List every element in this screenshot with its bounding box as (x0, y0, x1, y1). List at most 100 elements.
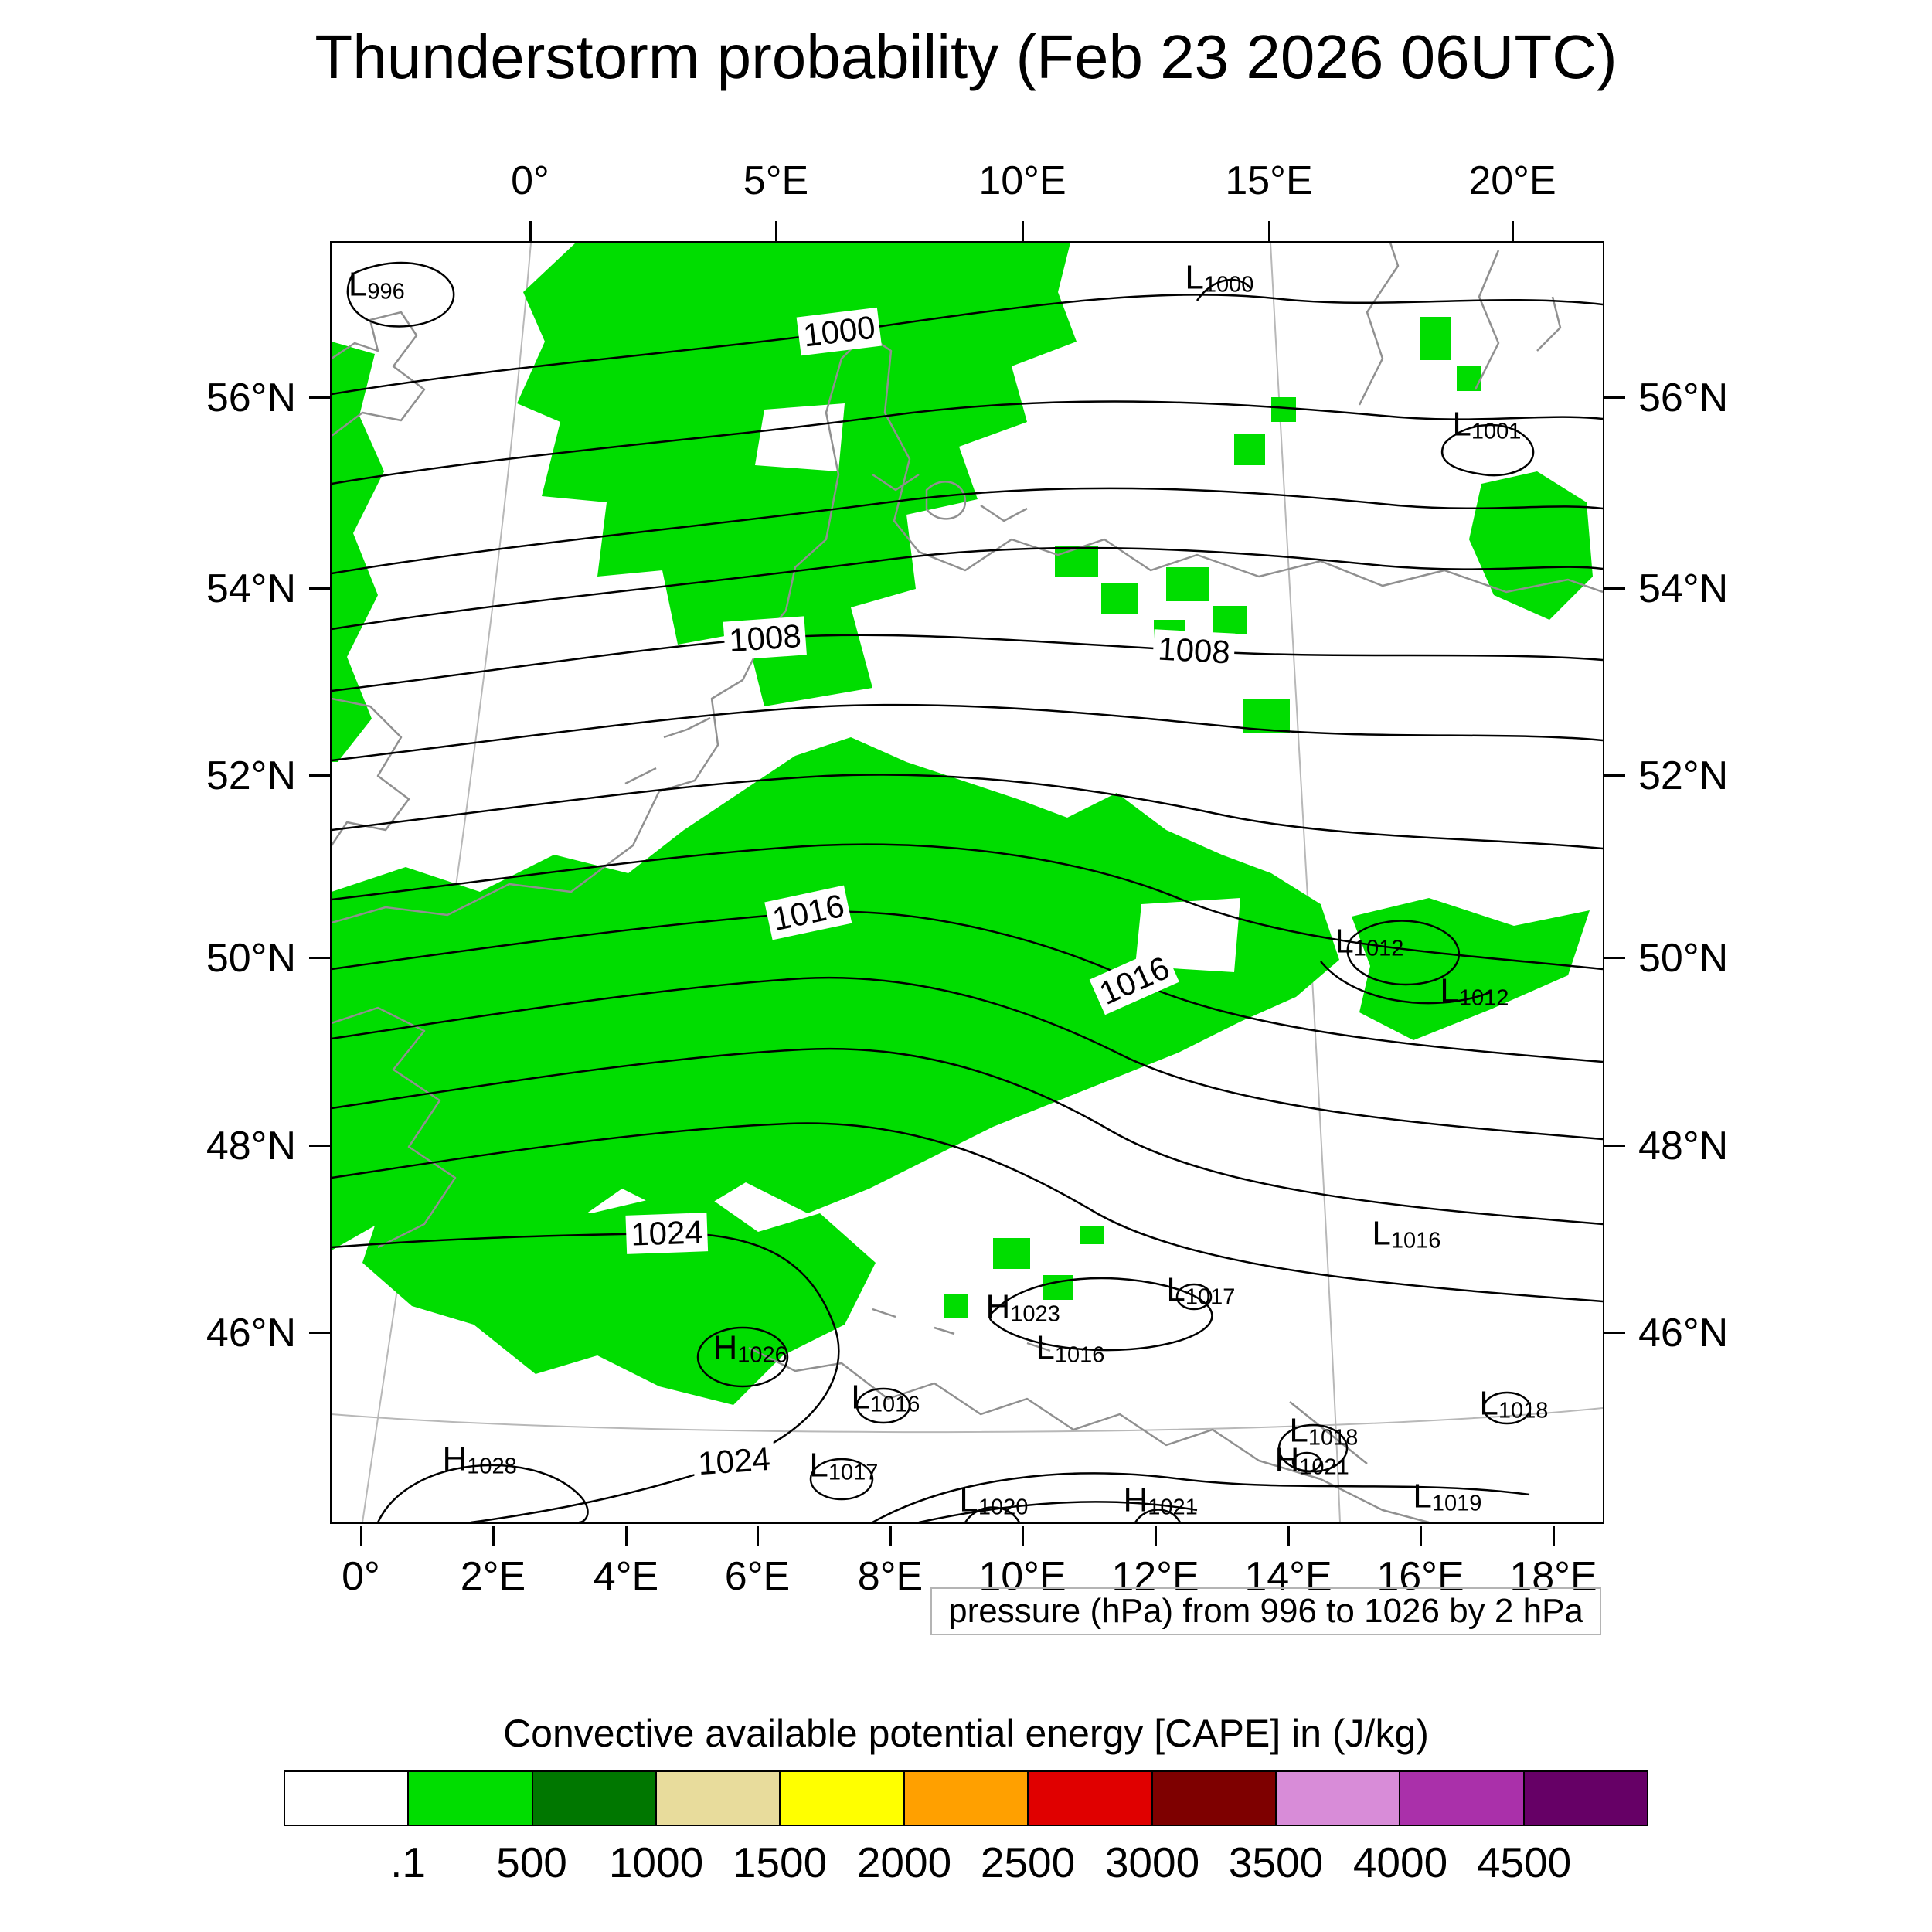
map: 1000 1008 1008 1016 1016 1024 1024 L996 (330, 241, 1604, 1524)
axis-tick-label: 50°N (206, 936, 296, 981)
pressure-center-value: 1016 (869, 1392, 920, 1417)
pressure-center-letter: H (1274, 1440, 1300, 1479)
pressure-center-letter: H (713, 1328, 738, 1367)
pressure-center-letter: L (1335, 922, 1354, 961)
colorbar-cell (779, 1770, 905, 1826)
colorbar-tick-label: 1000 (608, 1838, 704, 1886)
colorbar-cell (1274, 1770, 1401, 1826)
axis-tick (492, 1526, 495, 1546)
axis-tick-label: 0° (511, 158, 549, 203)
pressure-center-label: L1016 (851, 1379, 920, 1417)
axis-tick (1155, 1526, 1157, 1546)
pressure-center-letter: L (1440, 971, 1459, 1010)
colorbar-tick-label: .1 (390, 1838, 426, 1886)
axis-tick (1287, 1526, 1290, 1546)
pressure-center-label: H1028 (442, 1440, 516, 1479)
axis-tick (1604, 587, 1625, 590)
pressure-center-label: L1018 (1289, 1412, 1358, 1451)
axis-tick-label: 52°N (1638, 753, 1729, 798)
axis-tick-label: 14°E (1244, 1554, 1332, 1599)
axis-tick-label: 12°E (1111, 1554, 1199, 1599)
axis-tick-label: 2°E (460, 1554, 526, 1599)
pressure-center-label: L1018 (1479, 1385, 1548, 1423)
axis-tick-label: 6°E (724, 1554, 791, 1599)
cape-shading (332, 243, 1593, 1405)
axis-tick (529, 221, 532, 241)
colorbar-tick-label: 500 (496, 1838, 567, 1886)
pressure-center-letter: L (1413, 1477, 1432, 1515)
axis-tick (1420, 1526, 1422, 1546)
pressure-center-value: 1018 (1308, 1425, 1359, 1451)
pressure-center-letter: L (1452, 405, 1471, 444)
axis-tick-label: 48°N (1638, 1124, 1729, 1168)
colorbar-tick-label: 4500 (1476, 1838, 1572, 1886)
axis-tick-label: 20°E (1468, 158, 1556, 203)
pressure-center-label: L1020 (959, 1481, 1028, 1520)
axis-tick-label: 18°E (1509, 1554, 1597, 1599)
pressure-center-label: L1001 (1452, 406, 1521, 444)
pressure-center-letter: L (851, 1378, 870, 1417)
axis-tick-label: 10°E (978, 1554, 1066, 1599)
pressure-center-letter: L (1289, 1411, 1308, 1450)
pressure-center-label: H1026 (713, 1329, 787, 1368)
axis-tick (309, 1332, 330, 1334)
axis-tick (1022, 1526, 1024, 1546)
colorbar-tick-label: 2000 (856, 1838, 952, 1886)
axis-tick (1022, 221, 1024, 241)
colorbar-tick-label: 3500 (1228, 1838, 1324, 1886)
pressure-center-label: L1019 (1413, 1478, 1481, 1516)
pressure-center-letter: L (959, 1481, 978, 1519)
pressure-center-letter: L (809, 1446, 828, 1485)
axis-tick (889, 1526, 892, 1546)
pressure-center-value: 1001 (1471, 419, 1522, 444)
pressure-center-letter: L (1372, 1214, 1391, 1253)
axis-tick (1604, 396, 1625, 399)
axis-tick (1604, 957, 1625, 959)
axis-tick (1553, 1526, 1555, 1546)
pressure-center-label: L1012 (1335, 923, 1403, 961)
legend-title: Convective available potential energy [C… (503, 1712, 1429, 1755)
axis-tick-label: 54°N (206, 566, 296, 611)
axis-tick-label: 46°N (206, 1311, 296, 1355)
pressure-center-value: 1016 (1390, 1228, 1441, 1253)
axis-tick (309, 587, 330, 590)
pressure-center-letter: L (1479, 1384, 1498, 1423)
axis-tick (625, 1526, 628, 1546)
axis-tick-label: 4°E (593, 1554, 659, 1599)
pressure-center-label: H1021 (1123, 1481, 1197, 1520)
axis-tick (1604, 774, 1625, 777)
axis-tick (775, 221, 777, 241)
pressure-center-label: H1023 (985, 1288, 1060, 1327)
pressure-center-value: 1000 (1203, 272, 1254, 298)
pressure-center-label: L1016 (1372, 1215, 1440, 1253)
axis-tick (1604, 1332, 1625, 1334)
pressure-centers: L996 L1000 L1001 L1012 L1012 (332, 243, 1603, 1522)
pressure-center-label: L1000 (1185, 259, 1253, 298)
pressure-center-value: 1028 (467, 1454, 517, 1479)
pressure-center-value: 1017 (828, 1460, 879, 1485)
pressure-center-value: 1023 (1010, 1301, 1060, 1327)
axis-tick (309, 1145, 330, 1147)
colorbar-tick-label: 4000 (1352, 1838, 1448, 1886)
pressure-center-value: 1012 (1458, 985, 1509, 1011)
pressure-center-value: 1019 (1431, 1491, 1482, 1516)
axis-tick-label: 0° (342, 1554, 380, 1599)
axis-tick-label: 5°E (743, 158, 809, 203)
colorbar-cell (903, 1770, 1029, 1826)
pressure-center-value: 1018 (1498, 1398, 1549, 1423)
axis-tick (1604, 1145, 1625, 1147)
pressure-center-label: L1017 (1166, 1271, 1235, 1310)
pressure-center-value: 996 (367, 279, 405, 304)
pressure-center-value: 1021 (1148, 1495, 1198, 1520)
colorbar-cell (1522, 1770, 1648, 1826)
pressure-center-value: 1012 (1353, 936, 1404, 961)
pressure-caption-text: pressure (hPa) from 996 to 1026 by 2 hPa (948, 1592, 1583, 1630)
pressure-center-letter: L (1185, 258, 1204, 297)
pressure-center-value: 1016 (1054, 1342, 1105, 1368)
